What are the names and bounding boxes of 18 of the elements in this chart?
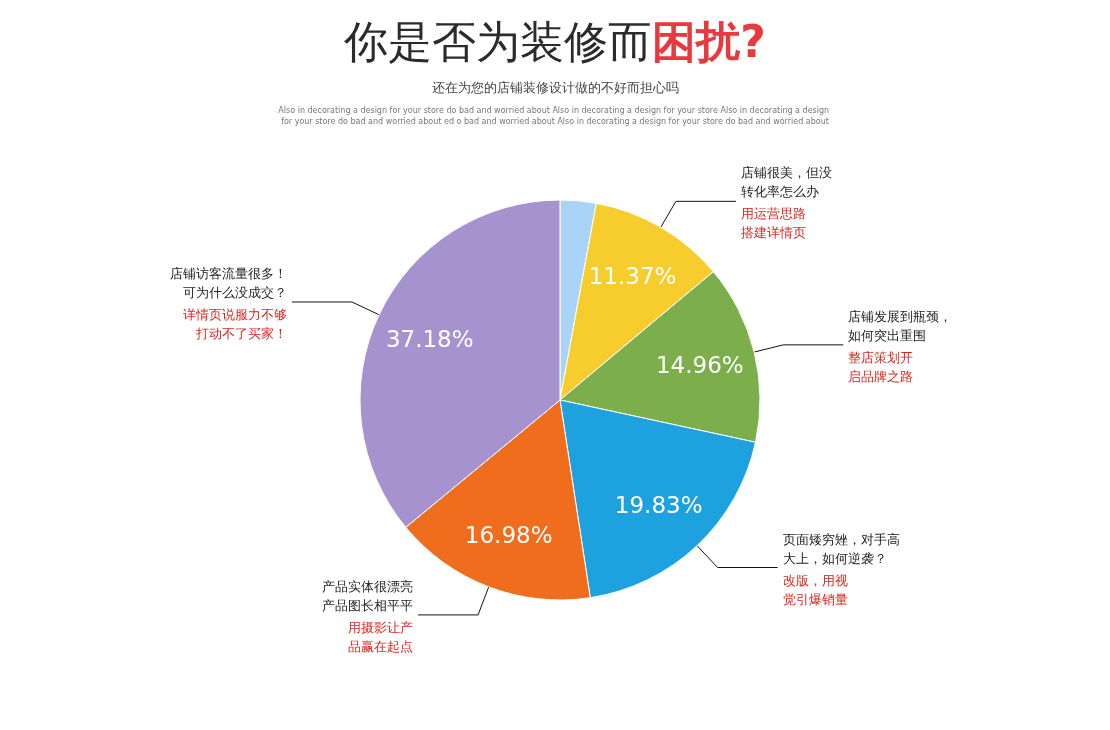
text: 用运营思路搭建详情页	[740, 206, 806, 241]
text: 详情页说服力不够打动不了买家！	[182, 306, 287, 341]
chart-title: 你是否为装修而困扰?	[343, 15, 766, 67]
slice-label: 店铺很美，但没转化率怎么办	[740, 165, 832, 200]
text: 用摄影让产品赢在起点	[348, 619, 414, 654]
data-label: 19.83%	[614, 491, 703, 518]
data-label: 16.98%	[464, 521, 553, 548]
slice-label: 页面矮穷矬，对手高大上，如何逆袭？	[782, 531, 900, 566]
data-label: 11.37%	[588, 262, 677, 289]
data-label: 37.18%	[385, 325, 474, 352]
text: 整店策划开启品牌之路	[848, 349, 914, 384]
slice-label: 产品实体很漂亮产品图长相平平	[322, 578, 414, 613]
slice-label: 店铺发展到瓶颈，如何突出重围	[848, 308, 953, 343]
chart-subtitle: 还在为您的店铺装修设计做的不好而担心吗	[431, 80, 679, 95]
text: 改版，用视觉引爆销量	[782, 572, 848, 607]
text: Also in decorating a design for your store do bad and worried about Also in decorating a design for your store Also in decorating a design for your store do bad and worried about ed o bad and worried about Also in decorating a design for your store do bad and worried about	[278, 106, 832, 126]
data-label: 14.96%	[655, 352, 744, 379]
slice-label: 店铺访客流量很多！可为什么没成交？	[169, 265, 287, 300]
